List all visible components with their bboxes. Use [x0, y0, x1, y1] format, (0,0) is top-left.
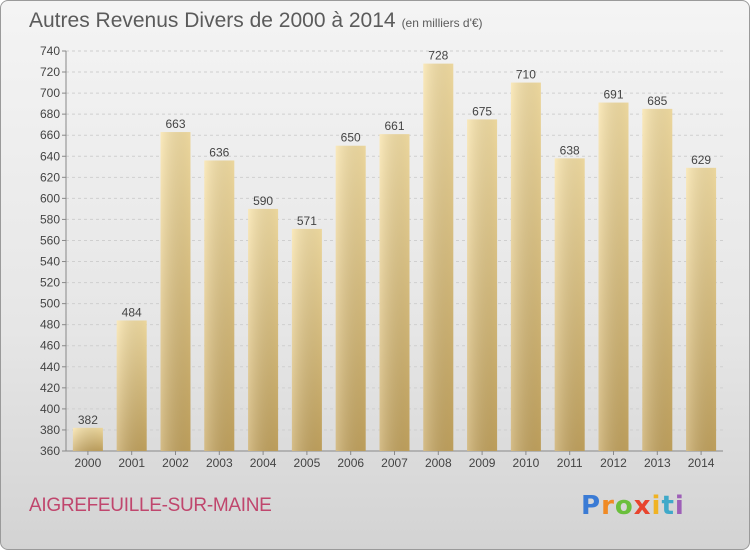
x-tick-label: 2003 [206, 456, 233, 470]
bar-shade [642, 108, 673, 451]
y-tick-label: 560 [40, 233, 60, 247]
data-label: 638 [560, 143, 580, 157]
bar-shade [335, 145, 366, 451]
bar-shade [204, 160, 235, 451]
bars [72, 63, 717, 452]
bar-shade [160, 132, 191, 452]
bar-shade [248, 208, 279, 451]
y-tick-label: 420 [40, 381, 60, 395]
x-tick-label: 2013 [644, 456, 671, 470]
x-tick-label: 2012 [600, 456, 627, 470]
x-tick-label: 2011 [557, 456, 583, 470]
bar-shade [598, 102, 629, 451]
bar-shade [686, 167, 717, 451]
bar-shade [467, 119, 498, 451]
bar-shade [554, 158, 585, 452]
data-label: 675 [472, 104, 492, 118]
chart-unit: (en milliers d'€) [401, 16, 483, 30]
x-tick-label: 2009 [469, 456, 496, 470]
y-tick-label: 640 [40, 149, 60, 163]
data-label: 710 [516, 68, 536, 82]
y-tick-label: 600 [40, 191, 60, 205]
x-tick-label: 2004 [250, 456, 277, 470]
proxiti-logo[interactable]: Proxiti [581, 491, 685, 521]
y-tick-label: 660 [40, 128, 60, 142]
data-label: 650 [341, 131, 361, 145]
bar-shade [291, 228, 322, 451]
axes: 360 380 400 420 440 460 480 500 520 540 560 580 600 6… [40, 44, 723, 470]
y-tick-label: 400 [40, 402, 60, 416]
commune-name: AIGREFEUILLE-SUR-MAINE [29, 495, 272, 516]
x-tick-label: 2008 [425, 456, 452, 470]
data-labels: 382 484 663 636 590 571 650 661 728 675 710 638 691 6… [78, 49, 712, 427]
bar-shade [116, 320, 147, 451]
chart-title-text: Autres Revenus Divers de 2000 à 2014 [29, 9, 396, 32]
y-tick-label: 540 [40, 255, 60, 269]
y-tick-label: 720 [40, 65, 60, 79]
data-label: 571 [297, 214, 317, 228]
x-tick-label: 2005 [294, 456, 321, 470]
y-tick-label: 480 [40, 318, 60, 332]
x-tick-label: 2014 [688, 456, 715, 470]
x-tick-label: 2006 [337, 456, 364, 470]
y-tick-label: 680 [40, 107, 60, 121]
data-label: 484 [122, 305, 142, 319]
y-tick-label: 580 [40, 212, 60, 226]
y-tick-label: 460 [40, 339, 60, 353]
data-label: 663 [165, 117, 185, 131]
data-label: 691 [603, 88, 623, 102]
bar-shade [379, 134, 410, 451]
data-label: 590 [253, 194, 273, 208]
x-tick-label: 2000 [75, 456, 102, 470]
data-label: 661 [384, 119, 404, 133]
y-tick-label: 500 [40, 297, 60, 311]
data-label: 636 [209, 145, 229, 159]
bar-shade [423, 63, 454, 451]
chart-title: Autres Revenus Divers de 2000 à 2014 (en … [29, 9, 483, 33]
bar-shade [510, 82, 541, 451]
bar-shade [72, 427, 103, 451]
y-tick-label: 440 [40, 360, 60, 374]
y-tick-label: 520 [40, 276, 60, 290]
data-label: 629 [691, 153, 711, 167]
y-tick-label: 360 [40, 444, 60, 458]
y-tick-label: 620 [40, 170, 60, 184]
y-tick-label: 700 [40, 86, 60, 100]
x-tick-label: 2001 [118, 456, 145, 470]
y-tick-label: 380 [40, 423, 60, 437]
x-tick-label: 2010 [513, 456, 540, 470]
x-tick-label: 2007 [381, 456, 408, 470]
data-label: 382 [78, 413, 98, 427]
data-label: 685 [647, 94, 667, 108]
y-tick-label: 740 [40, 44, 60, 58]
data-label: 728 [428, 49, 448, 63]
x-tick-label: 2002 [162, 456, 189, 470]
